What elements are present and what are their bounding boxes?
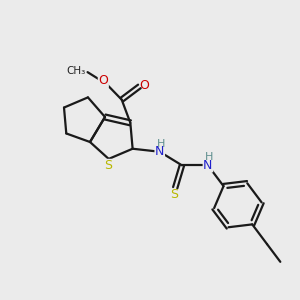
Text: H: H: [157, 139, 165, 149]
Text: N: N: [155, 145, 164, 158]
Text: S: S: [170, 188, 178, 201]
Text: S: S: [104, 159, 112, 172]
Text: CH₃: CH₃: [66, 66, 85, 76]
Text: H: H: [205, 152, 213, 162]
Text: O: O: [98, 74, 108, 87]
Text: O: O: [140, 79, 149, 92]
Text: N: N: [203, 159, 213, 172]
